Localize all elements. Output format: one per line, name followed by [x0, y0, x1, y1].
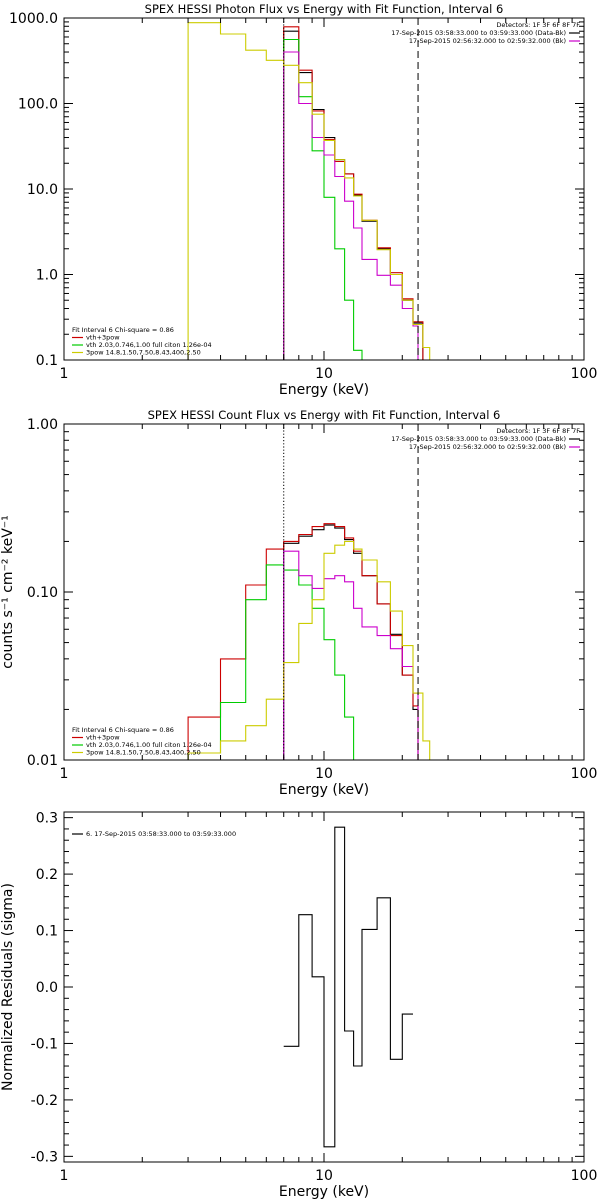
x-tick-label: 10 [315, 366, 333, 382]
legend-entry: vth+3pow [86, 334, 120, 342]
header-line: Detectors: 1F 3F 6F 8F 7F [496, 21, 580, 29]
header-line: 17-Sep-2015 02:56:32.000 to 02:59:32.000… [409, 443, 566, 451]
y-tick-label: -0.3 [31, 1149, 58, 1165]
series-5-line [187, 540, 431, 760]
y-tick-label: -0.1 [31, 1036, 58, 1052]
y-tick-label: 1.0 [36, 268, 58, 284]
y-tick-label: 0.0 [36, 980, 58, 996]
legend-entry: vth+3pow [86, 734, 120, 742]
header-line: 17-Sep-2015 02:56:32.000 to 02:59:32.000… [409, 37, 566, 45]
x-tick-label: 1 [60, 1168, 69, 1184]
header-line: 17-Sep-2015 03:58:33.000 to 03:59:33.000… [391, 29, 566, 37]
chart-panel-1: SPEX HESSI Photon Flux vs Energy with Fi… [9, 2, 597, 398]
series-1-line [283, 826, 413, 1148]
header-line: 17-Sep-2015 03:58:33.000 to 03:59:33.000… [391, 435, 566, 443]
chart-panel-2: SPEX HESSI Count Flux vs Energy with Fit… [0, 408, 597, 798]
series-5-line [187, 22, 431, 360]
y-tick-label: 0.01 [27, 753, 58, 769]
legend-entry: 6. 17-Sep-2015 03:58:33.000 to 03:59:33.… [86, 830, 236, 838]
chart-title: SPEX HESSI Count Flux vs Energy with Fit… [148, 408, 501, 422]
series-3-line [187, 564, 355, 760]
y-tick-label: 1.00 [27, 417, 58, 433]
header-line: Detectors: 1F 3F 6F 8F 7F [496, 427, 580, 435]
series-4-line [283, 550, 419, 760]
legend-entry: Fit Interval 6 Chi-square = 0.86 [72, 326, 174, 334]
legend-entry: Fit Interval 6 Chi-square = 0.86 [72, 726, 174, 734]
x-tick-label: 1 [60, 366, 69, 382]
x-axis-label: Energy (keV) [279, 382, 369, 398]
x-axis-label: Energy (keV) [279, 1184, 369, 1200]
series-1-line [283, 524, 419, 760]
legend-entry: 3pow 14.8,1.50,7.50,8.43,400,2.50 [86, 349, 201, 357]
y-tick-label: 10.0 [27, 182, 58, 198]
series-group [187, 523, 431, 760]
y-axis-label: Normalized Residuals (sigma) [0, 883, 16, 1091]
x-tick-label: 10 [315, 1168, 333, 1184]
x-axis-label: Energy (keV) [279, 782, 369, 798]
y-tick-label: 0.2 [36, 867, 58, 883]
y-tick-label: 0.3 [36, 811, 58, 827]
chart-title: SPEX HESSI Photon Flux vs Energy with Fi… [145, 2, 504, 16]
series-2-line [187, 523, 419, 760]
series-4-line [283, 51, 419, 360]
legend-entry: vth 2.03,0.746,1.00 full citon 1.26e-04 [86, 741, 212, 749]
legend-entry: 3pow 14.8,1.50,7.50,8.43,400,2.50 [86, 749, 201, 757]
y-tick-label: 0.1 [36, 924, 58, 940]
x-tick-label: 10 [315, 766, 333, 782]
x-tick-label: 100 [571, 1168, 598, 1184]
series-group [283, 826, 413, 1148]
series-group [187, 22, 431, 360]
y-tick-label: 0.1 [36, 353, 58, 369]
y-tick-label: 1000.0 [9, 11, 58, 27]
y-tick-label: -0.2 [31, 1093, 58, 1109]
chart-panel-3: 1 10 100 Energy (keV) -0.3 -0.2 -0.1 0.0 0.1 0.2 0… [0, 811, 597, 1200]
y-tick-label: 100.0 [18, 97, 58, 113]
x-tick-label: 1 [60, 766, 69, 782]
legend-entry: vth 2.03,0.746,1.00 full citon 1.26e-04 [86, 341, 212, 349]
y-axis-label: counts s⁻¹ cm⁻² keV⁻¹ [0, 515, 16, 669]
x-tick-label: 100 [571, 366, 598, 382]
y-tick-label: 0.10 [27, 585, 58, 601]
x-tick-label: 100 [571, 766, 598, 782]
